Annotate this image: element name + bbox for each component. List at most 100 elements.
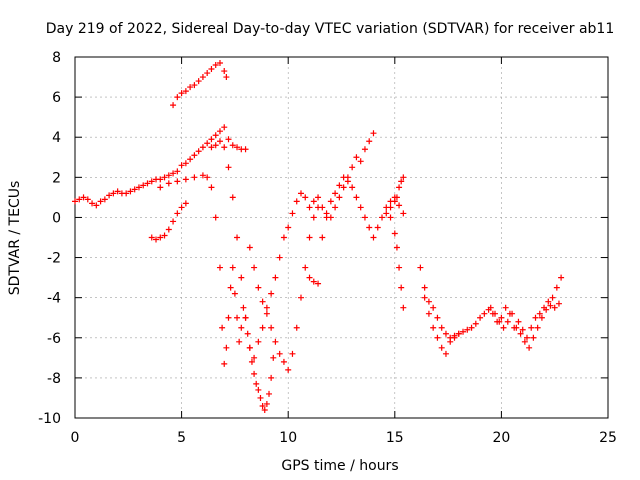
data-point [447, 338, 454, 345]
data-point [523, 334, 530, 341]
data-point [526, 344, 533, 351]
data-point [534, 324, 541, 331]
data-point [199, 144, 206, 151]
data-point [161, 174, 168, 181]
data-point [216, 264, 223, 271]
data-point [208, 144, 215, 151]
data-point [178, 90, 185, 97]
y-tick-label: 8 [52, 50, 61, 66]
data-point [558, 274, 565, 281]
data-point [370, 234, 377, 241]
data-point [221, 124, 228, 131]
data-point [400, 174, 407, 181]
data-point [502, 304, 509, 311]
data-point [187, 84, 194, 91]
data-point [148, 234, 155, 241]
data-point [349, 164, 356, 171]
data-point [170, 170, 177, 177]
plot-frame [74, 56, 609, 419]
data-point [221, 360, 228, 367]
data-point [327, 198, 334, 205]
data-point [93, 202, 100, 209]
data-point [259, 402, 266, 409]
data-point [127, 188, 134, 195]
data-point [165, 226, 172, 233]
data-point [353, 194, 360, 201]
data-point [89, 200, 96, 207]
data-point [101, 196, 108, 203]
data-point [165, 172, 172, 179]
data-point [353, 154, 360, 161]
data-point [263, 310, 270, 317]
data-point [263, 304, 270, 311]
data-point [492, 310, 499, 317]
data-point [496, 318, 503, 325]
data-point [536, 310, 543, 317]
y-tick-label: -6 [47, 331, 61, 347]
y-tick-label: 4 [52, 130, 61, 146]
data-point [547, 302, 554, 309]
data-point [114, 188, 121, 195]
data-point [212, 132, 219, 139]
data-point [182, 200, 189, 207]
data-point [434, 314, 441, 321]
data-point [379, 214, 386, 221]
data-point [261, 406, 268, 413]
data-point [451, 334, 458, 341]
series-track-i [417, 264, 565, 341]
data-point [208, 66, 215, 73]
data-point [221, 68, 228, 75]
data-point [251, 370, 258, 377]
data-point [297, 190, 304, 197]
data-point [323, 214, 330, 221]
data-point [280, 358, 287, 365]
data-point [391, 194, 398, 201]
x-tick-labels: 0 5 10 15 20 25 [71, 430, 617, 446]
data-point [340, 174, 347, 181]
data-point [229, 142, 236, 149]
data-point [170, 218, 177, 225]
series-track-b [170, 60, 230, 109]
data-point [383, 204, 390, 211]
data-point [310, 278, 317, 285]
data-point [361, 214, 368, 221]
data-point [425, 310, 432, 317]
data-point [276, 254, 283, 261]
data-point [212, 62, 219, 69]
data-point [191, 174, 198, 181]
data-point [131, 186, 138, 193]
data-point [253, 380, 260, 387]
data-point [225, 136, 232, 143]
data-point [208, 136, 215, 143]
data-point [242, 146, 249, 153]
data-point [306, 204, 313, 211]
data-point [393, 244, 400, 251]
data-point [487, 304, 494, 311]
data-point [481, 310, 488, 317]
data-point [174, 210, 181, 217]
data-point [238, 324, 245, 331]
data-point [396, 202, 403, 209]
data-point [219, 324, 226, 331]
data-point [227, 284, 234, 291]
data-point [509, 310, 516, 317]
data-point [421, 294, 428, 301]
data-point [398, 284, 405, 291]
data-point [257, 394, 264, 401]
series-track-g [306, 174, 407, 287]
grid [75, 57, 608, 418]
x-tick-label: 15 [386, 430, 404, 446]
data-point [199, 74, 206, 81]
data-point [306, 274, 313, 281]
data-point [248, 358, 255, 365]
data-point [153, 236, 160, 243]
data-point [315, 280, 322, 287]
data-point [229, 194, 236, 201]
data-point [460, 328, 467, 335]
data-point [528, 324, 535, 331]
data-point [212, 214, 219, 221]
data-point [553, 284, 560, 291]
data-point [76, 196, 83, 203]
data-point [336, 194, 343, 201]
